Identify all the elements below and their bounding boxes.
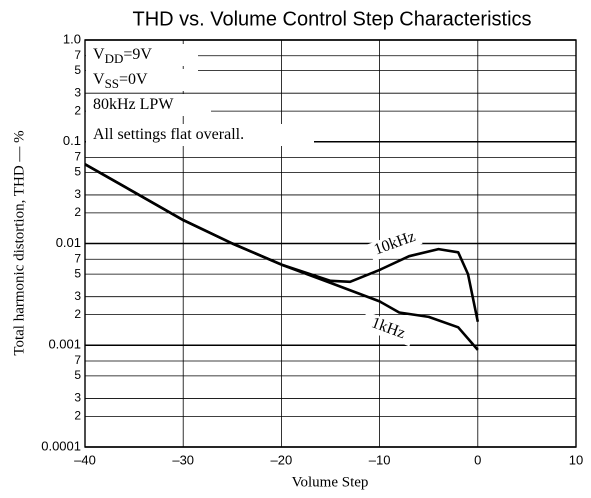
annotation-sub: SS xyxy=(105,76,119,91)
annotation-text: V xyxy=(93,71,105,88)
y-tick-label: 3 xyxy=(74,187,81,201)
y-tick-label: 2 xyxy=(74,103,81,117)
plot-frame xyxy=(84,39,577,448)
y-tick-label: 0.1 xyxy=(63,133,81,148)
y-tick-label: 5 xyxy=(74,266,81,280)
annotation-text: 80kHz LPW xyxy=(93,96,174,113)
x-tick-label: –10 xyxy=(369,452,391,467)
y-tick-label: 3 xyxy=(74,391,81,405)
y-tick-label: 7 xyxy=(74,251,81,265)
y-tick-label: 0.0001 xyxy=(41,438,81,453)
x-tick-label: –30 xyxy=(172,452,194,467)
y-tick-label: 2 xyxy=(74,409,81,423)
y-tick-label: 7 xyxy=(74,353,81,367)
y-tick-label: 5 xyxy=(74,165,81,179)
x-tick-label: –40 xyxy=(74,452,96,467)
annotation-rest: =0V xyxy=(119,71,148,88)
series-label-box xyxy=(367,226,423,262)
y-tick-label: 3 xyxy=(74,289,81,303)
y-tick-label: 2 xyxy=(74,205,81,219)
annotation-text: All settings flat overall. xyxy=(93,126,244,143)
annotation-box xyxy=(86,69,198,91)
annotation-text: V xyxy=(93,46,105,63)
y-tick-label: 1.0 xyxy=(63,31,81,46)
series-label-box xyxy=(360,311,416,347)
x-tick-label: 0 xyxy=(474,452,481,467)
annotation: VDD=9V xyxy=(93,46,152,66)
x-axis-label: Volume Step xyxy=(292,474,369,490)
x-tick-label: –20 xyxy=(271,452,293,467)
series-label: 10kHz xyxy=(372,228,418,259)
y-tick-label: 0.001 xyxy=(48,337,81,352)
y-tick-label: 0.01 xyxy=(56,235,81,250)
annotation-box xyxy=(86,44,198,66)
annotation: All settings flat overall. xyxy=(93,126,244,143)
annotation-sub: DD xyxy=(105,51,124,66)
chart-title: THD vs. Volume Control Step Characterist… xyxy=(132,8,531,30)
annotation-box xyxy=(86,124,314,146)
y-tick-label: 7 xyxy=(74,150,81,164)
y-tick-label: 5 xyxy=(74,63,81,77)
y-tick-label: 5 xyxy=(74,368,81,382)
annotation: VSS=0V xyxy=(93,71,148,91)
y-tick-label: 7 xyxy=(74,48,81,62)
annotation: 80kHz LPW xyxy=(93,96,174,113)
annotation-rest: =9V xyxy=(123,46,152,63)
series-line xyxy=(84,163,479,351)
y-axis-label: Total harmonic distortion, THD — % xyxy=(11,130,27,355)
annotation-box xyxy=(86,94,211,116)
x-tick-label: 10 xyxy=(569,452,583,467)
y-tick-label: 3 xyxy=(74,85,81,99)
y-tick-label: 2 xyxy=(74,307,81,321)
